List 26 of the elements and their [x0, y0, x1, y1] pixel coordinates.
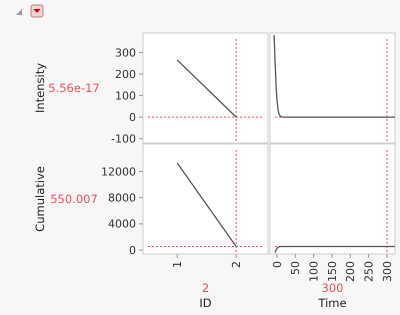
- x-tick-label: 100: [307, 261, 320, 282]
- y-tick-label: 8000: [108, 192, 136, 205]
- y-tick-label: -100: [111, 132, 136, 146]
- ref-line-label: 300: [322, 281, 344, 295]
- x-tick-label: 2: [230, 261, 244, 268]
- x-tick-label: 150: [326, 261, 339, 282]
- x-axis-title: ID: [199, 296, 212, 310]
- x-axis-title: Time: [317, 296, 347, 310]
- y-axis-title: Intensity: [33, 62, 48, 114]
- ref-line-label: 550.007: [50, 192, 98, 206]
- y-axis-title: Cumulative: [33, 166, 48, 232]
- ref-line-label: 5.56e-17: [48, 81, 100, 96]
- x-tick-label: 1: [171, 261, 184, 268]
- y-tick-label: 300: [115, 46, 136, 60]
- x-tick-label: 50: [289, 261, 302, 275]
- y-tick-label: 100: [115, 89, 136, 102]
- x-tick-label: 200: [344, 261, 358, 282]
- y-tick-label: 12000: [101, 165, 136, 178]
- x-tick-label: 250: [362, 261, 376, 282]
- x-tick-label: 0: [270, 261, 284, 268]
- y-tick-label: 0: [129, 244, 136, 257]
- x-tick-label: 300: [380, 261, 394, 282]
- y-tick-label: 200: [115, 68, 136, 81]
- ref-line-label: 2: [202, 281, 210, 295]
- y-tick-label: 4000: [108, 218, 136, 231]
- y-tick-label: 0: [129, 110, 136, 124]
